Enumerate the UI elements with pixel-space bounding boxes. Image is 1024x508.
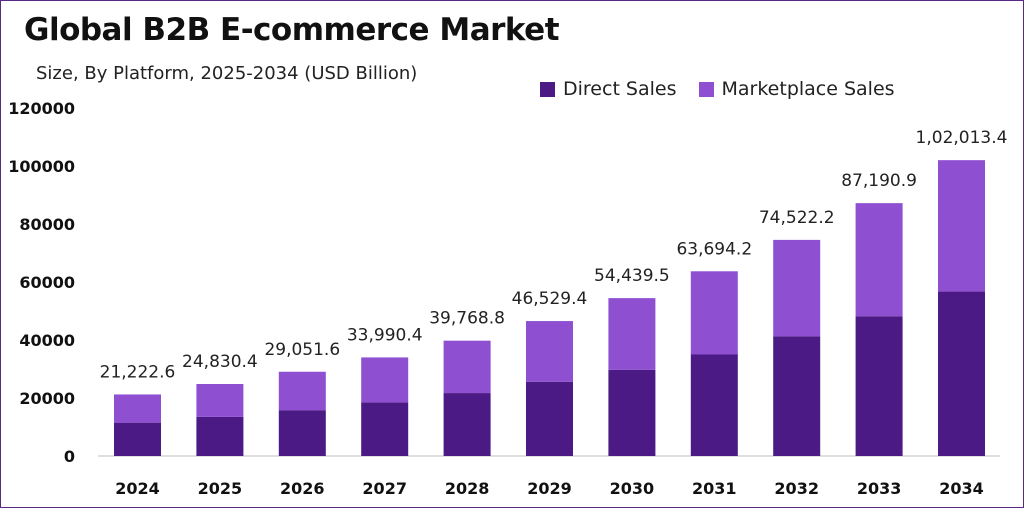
data-label-total: 24,830.4 xyxy=(182,352,258,372)
bar-marketplace-sales xyxy=(361,357,409,403)
legend-item-marketplace-sales: Marketplace Sales xyxy=(698,78,895,100)
data-label-total: 87,190.9 xyxy=(841,171,917,191)
legend-item-direct-sales: Direct Sales xyxy=(540,78,677,100)
bar-marketplace-sales xyxy=(690,271,738,355)
data-label-total: 33,990.4 xyxy=(347,325,423,345)
x-tick-label: 2027 xyxy=(362,479,407,498)
bar-marketplace-sales xyxy=(443,340,491,394)
bar-direct-sales xyxy=(114,422,161,456)
bar-marketplace-sales xyxy=(855,203,903,317)
bar-direct-sales xyxy=(690,354,738,456)
data-label-total: 21,222.6 xyxy=(100,362,176,382)
bar-direct-sales xyxy=(278,410,326,456)
data-label-total: 74,522.2 xyxy=(759,208,835,228)
data-label-total: 39,768.8 xyxy=(429,309,505,329)
chart-title: Global B2B E-commerce Market xyxy=(24,12,560,48)
bar-direct-sales xyxy=(443,393,491,456)
chart-subtitle: Size, By Platform, 2025-2034 (USD Billio… xyxy=(36,63,418,84)
bar-marketplace-sales xyxy=(114,394,161,423)
bar-direct-sales xyxy=(526,381,573,456)
bar-direct-sales xyxy=(855,316,903,456)
x-tick-label: 2032 xyxy=(774,479,819,498)
bar-marketplace-sales xyxy=(196,383,244,417)
data-label-total: 29,051.6 xyxy=(264,340,340,360)
data-label-total: 1,02,013.4 xyxy=(916,128,1008,148)
data-label-total: 54,439.5 xyxy=(594,266,670,286)
x-tick-label: 2029 xyxy=(527,479,572,498)
y-tick-label: 20000 xyxy=(19,389,75,408)
x-tick-label: 2033 xyxy=(857,479,902,498)
legend-label-marketplace-sales: Marketplace Sales xyxy=(721,78,895,100)
data-label-total: 46,529.4 xyxy=(512,289,588,309)
legend-label-direct-sales: Direct Sales xyxy=(563,78,677,100)
legend-swatch-direct-sales xyxy=(540,81,555,97)
x-tick-label: 2028 xyxy=(445,479,490,498)
data-label-total: 63,694.2 xyxy=(676,239,752,259)
legend: Direct Sales Marketplace Sales xyxy=(540,78,917,100)
bar-marketplace-sales xyxy=(938,160,985,292)
x-tick-label: 2034 xyxy=(939,479,984,498)
bar-direct-sales xyxy=(938,291,985,456)
bar-direct-sales xyxy=(196,416,244,456)
bar-marketplace-sales xyxy=(773,239,821,337)
bar-marketplace-sales xyxy=(278,371,326,411)
x-tick-label: 2030 xyxy=(610,479,655,498)
legend-swatch-marketplace-sales xyxy=(698,81,714,97)
y-tick-label: 120000 xyxy=(8,99,75,118)
bar-marketplace-sales xyxy=(526,321,573,382)
y-tick-label: 0 xyxy=(64,447,75,466)
bar-direct-sales xyxy=(773,336,821,456)
bar-marketplace-sales xyxy=(608,298,656,370)
x-tick-label: 2026 xyxy=(280,479,325,498)
y-tick-label: 100000 xyxy=(8,157,75,176)
y-tick-label: 60000 xyxy=(19,273,75,292)
x-tick-label: 2024 xyxy=(115,479,160,498)
bar-direct-sales xyxy=(608,369,656,456)
bar-direct-sales xyxy=(361,402,409,456)
x-tick-label: 2031 xyxy=(692,479,737,498)
x-tick-label: 2025 xyxy=(198,479,243,498)
y-tick-label: 80000 xyxy=(19,215,75,234)
y-tick-label: 40000 xyxy=(19,331,75,350)
